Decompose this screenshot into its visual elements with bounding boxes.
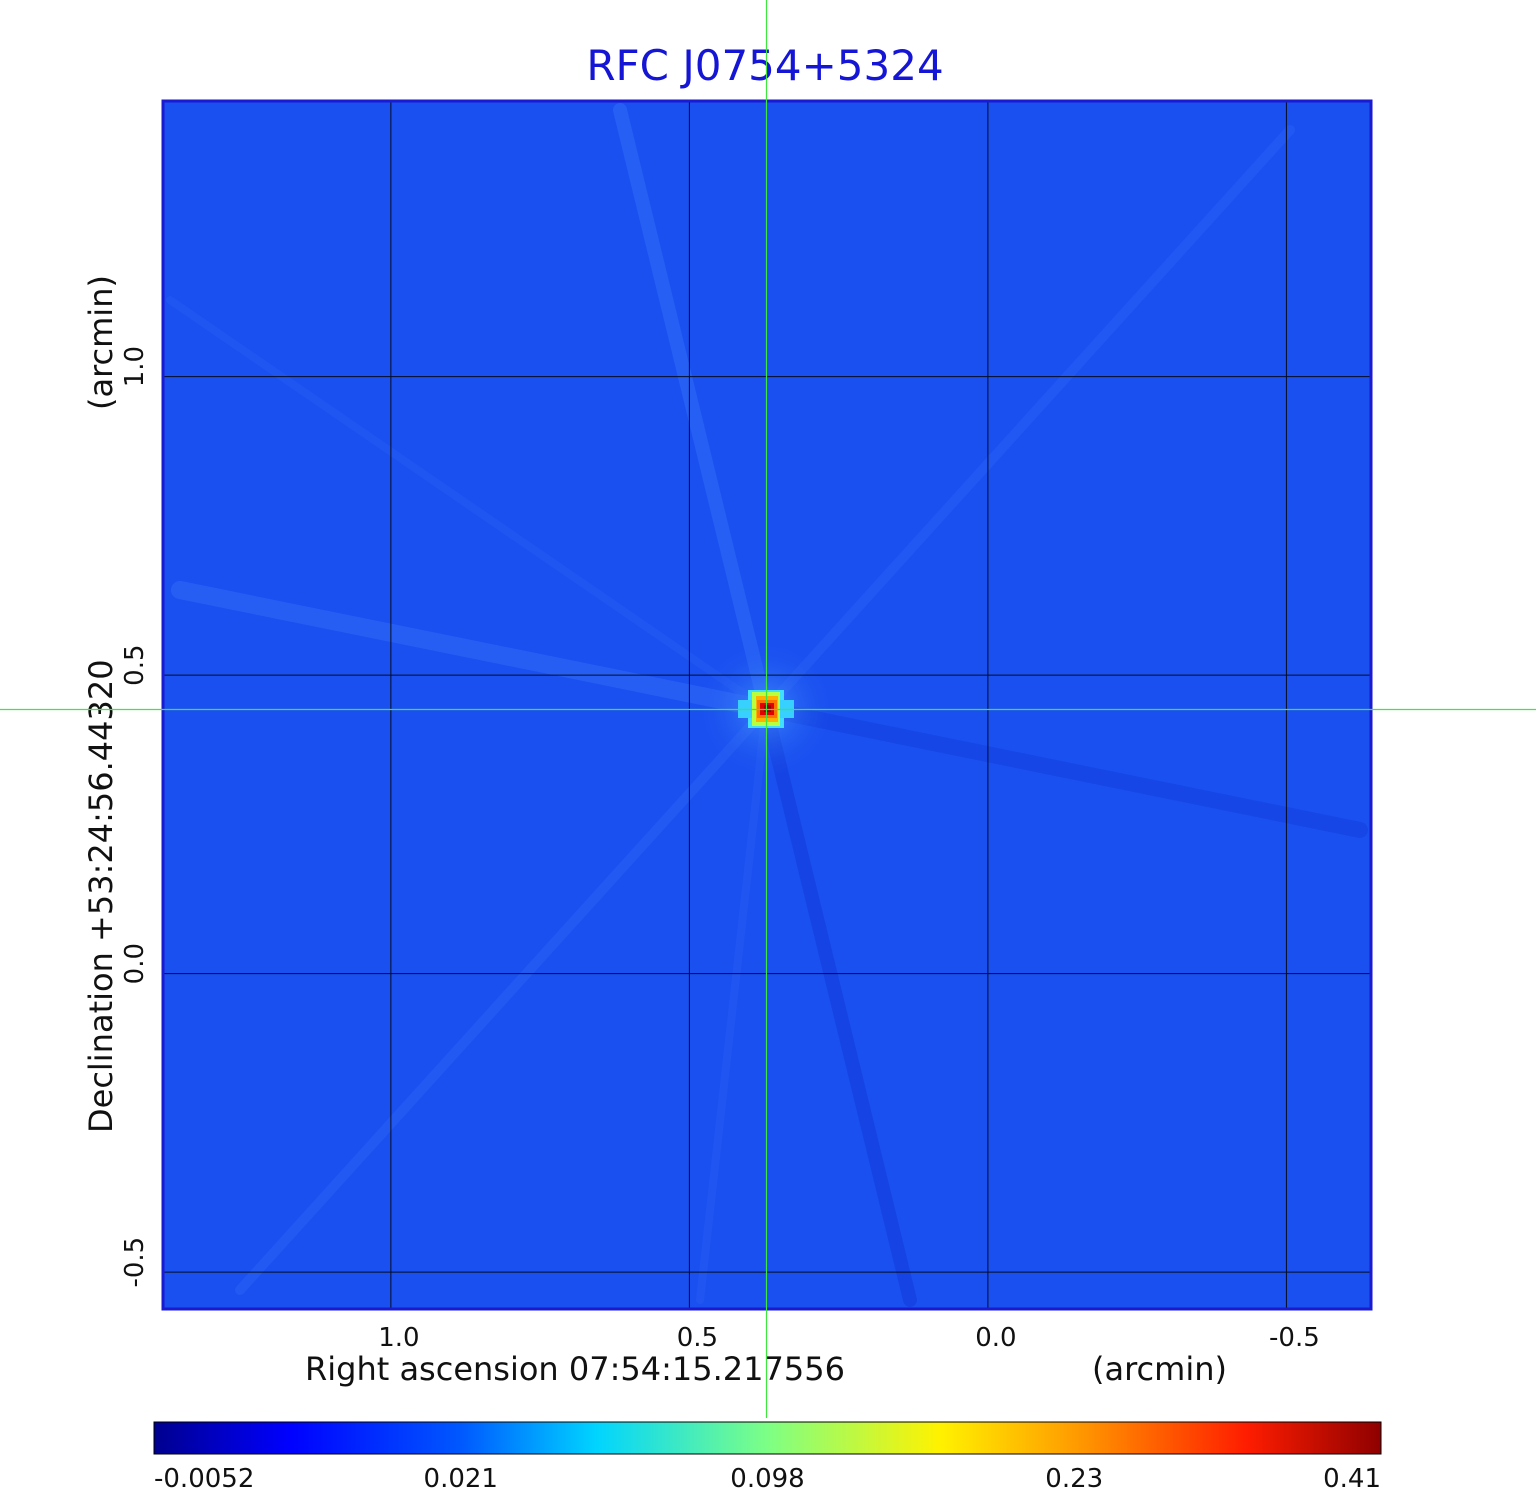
colorbar [153, 1421, 1382, 1455]
x-axis-label: Right ascension 07:54:15.217556 [305, 1350, 845, 1388]
x-tick-label: 0.5 [677, 1323, 718, 1353]
crosshair [0, 0, 1536, 1418]
y-axis-unit: (arcmin) [82, 275, 120, 410]
x-axis-unit: (arcmin) [1092, 1350, 1227, 1388]
colorbar-tick-label: 0.23 [1045, 1464, 1103, 1494]
y-tick-labels: 1.0 0.5 0.0 -0.5 [120, 346, 150, 1288]
colorbar-tick-label: -0.0052 [154, 1464, 254, 1494]
chart-title: RFC J0754+5324 [586, 41, 943, 90]
colorbar-tick-label: 0.41 [1323, 1464, 1381, 1494]
x-tick-label: 1.0 [378, 1323, 419, 1353]
y-axis-label: Declination +53:24:56.44320 [82, 659, 120, 1133]
colorbar-tick-label: 0.021 [424, 1464, 498, 1494]
y-tick-label: 0.5 [120, 644, 150, 685]
colorbar-tick-labels: -0.0052 0.021 0.098 0.23 0.41 [154, 1464, 1381, 1494]
y-tick-label: 0.0 [120, 943, 150, 984]
x-tick-label: 0.0 [975, 1323, 1016, 1353]
x-tick-label: -0.5 [1269, 1323, 1320, 1353]
x-tick-labels: 1.0 0.5 0.0 -0.5 [378, 1323, 1320, 1353]
colorbar-tick-label: 0.098 [730, 1464, 804, 1494]
y-tick-label: 1.0 [120, 346, 150, 387]
y-tick-label: -0.5 [120, 1237, 150, 1288]
